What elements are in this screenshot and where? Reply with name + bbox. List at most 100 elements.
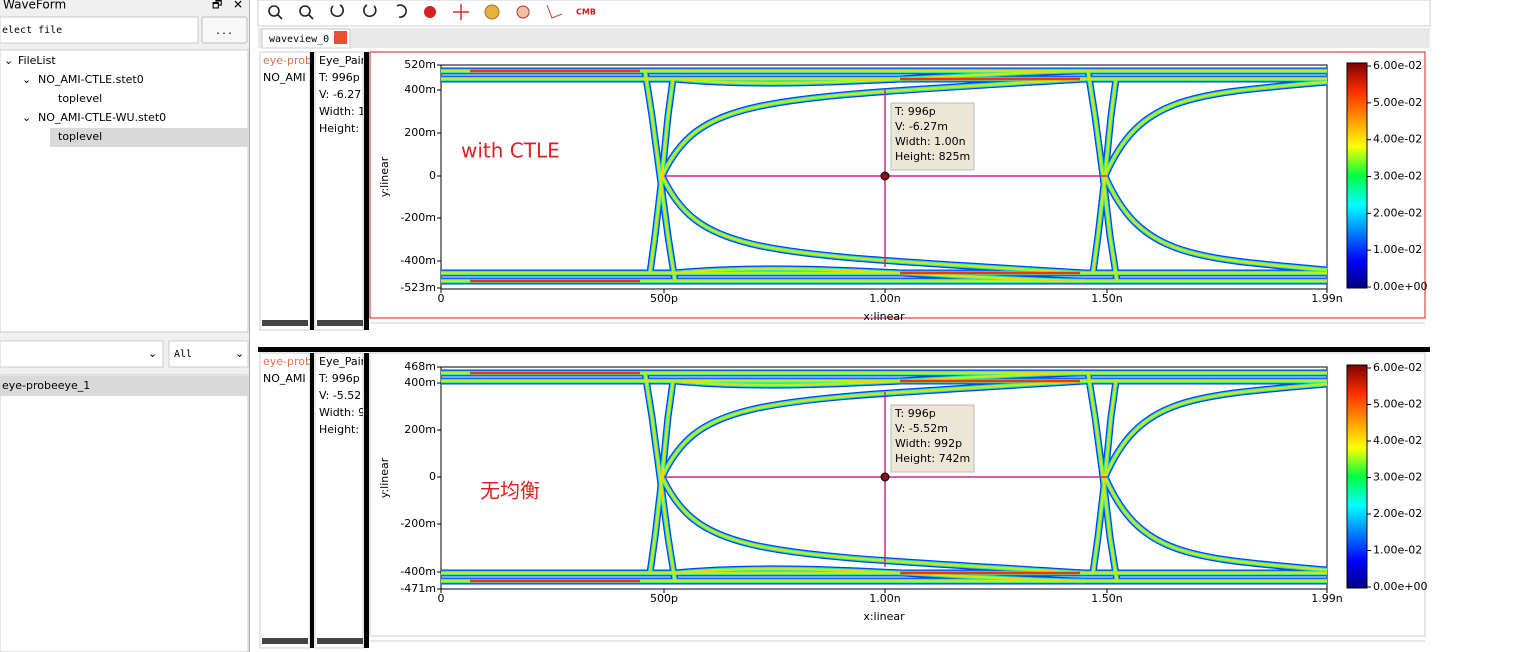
- cmb-button[interactable]: CMB: [576, 8, 596, 17]
- dropdown-arrow: ⌄: [235, 347, 244, 360]
- column-separator: [310, 52, 314, 330]
- scroll-handle: [317, 638, 363, 644]
- tooltip-line: Width: 992p: [895, 437, 962, 450]
- x-tick-label: 1.99n: [1311, 592, 1342, 605]
- tree-file[interactable]: NO_AMI-CTLE.stet0: [38, 73, 144, 86]
- zoom-in[interactable]: [299, 5, 311, 17]
- y-tick-label: -471m: [400, 582, 436, 595]
- plot-icon[interactable]: [546, 4, 563, 19]
- eye-trace: [661, 175, 1086, 274]
- eye-trace: [1104, 175, 1328, 271]
- y-axis-label: y:linear: [378, 156, 391, 197]
- measure-icon[interactable]: [484, 4, 500, 20]
- undo[interactable]: [330, 4, 344, 18]
- info-column: [314, 51, 364, 331]
- y-tick-label: -523m: [400, 281, 436, 294]
- colorbar-label: 3.00e-02: [1373, 170, 1422, 183]
- y-tick-label: 520m: [404, 58, 436, 71]
- cursor-icon[interactable]: [453, 4, 469, 20]
- y-tick-label: -400m: [400, 565, 436, 578]
- tree-child[interactable]: toplevel: [58, 92, 102, 105]
- eye-trace: [1104, 81, 1328, 177]
- tree-file[interactable]: NO_AMI-CTLE-WU.stet0: [38, 111, 166, 124]
- y-tick-label: -400m: [400, 254, 436, 267]
- tooltip: [890, 102, 975, 171]
- file-input[interactable]: [0, 16, 199, 44]
- file-input-placeholder: elect file: [2, 25, 62, 36]
- signal-column: [259, 51, 311, 331]
- y-tick-label: 400m: [404, 376, 436, 389]
- info-v: V: -5.52: [319, 389, 361, 402]
- info-title: Eye_Pair: [319, 355, 366, 368]
- tree-arrow[interactable]: ⌄: [4, 54, 13, 67]
- x-tick-label: 1.00n: [869, 292, 900, 305]
- y-axis-label: y:linear: [378, 457, 391, 498]
- float-icon[interactable]: 🗗: [212, 0, 222, 11]
- y-tick-label: 0: [429, 470, 436, 483]
- tab[interactable]: [261, 28, 351, 49]
- colorbar-label: 1.00e-02: [1373, 243, 1422, 256]
- filter-value: All: [174, 349, 192, 360]
- info-height: Height:: [319, 423, 359, 436]
- colorbar-label: 4.00e-02: [1373, 133, 1422, 146]
- scroll-handle: [317, 320, 363, 326]
- tooltip-line: T: 996p: [894, 407, 936, 420]
- tree-arrow[interactable]: ⌄: [22, 73, 31, 86]
- info-height: Height:: [319, 122, 359, 135]
- clear-icon[interactable]: [424, 6, 436, 18]
- tooltip: [890, 404, 975, 473]
- tooltip-line: T: 996p: [894, 105, 936, 118]
- tooltip-line: Width: 1.00n: [895, 135, 966, 148]
- zoom-out[interactable]: [268, 5, 280, 17]
- colorbar-label: 5.00e-02: [1373, 398, 1422, 411]
- tree-arrow[interactable]: ⌄: [22, 111, 31, 124]
- tab-bar: [258, 28, 1430, 48]
- x-tick-label: 1.50n: [1091, 592, 1122, 605]
- colorbar-label: 5.00e-02: [1373, 96, 1422, 109]
- close-icon[interactable]: ✕: [233, 0, 243, 12]
- colorbar: [1346, 62, 1368, 289]
- tab-label: waveview_0: [269, 34, 329, 45]
- y-tick-label: -200m: [400, 517, 436, 530]
- reset[interactable]: [396, 4, 407, 18]
- dropdown-arrow: ⌄: [148, 347, 157, 360]
- redo[interactable]: [363, 4, 377, 18]
- signal-name: eye-prob: [263, 355, 312, 368]
- y-tick-label: 200m: [404, 423, 436, 436]
- tree-root[interactable]: FileList: [18, 54, 56, 67]
- dropdown[interactable]: [0, 340, 164, 368]
- info-v: V: -6.27: [319, 88, 361, 101]
- tooltip-line: V: -6.27m: [895, 120, 948, 133]
- browse-button[interactable]: [201, 16, 248, 44]
- colorbar-label: 3.00e-02: [1373, 471, 1422, 484]
- tab-close[interactable]: [334, 31, 347, 44]
- cursor-point: [880, 472, 890, 482]
- annotation: 无均衡: [480, 479, 540, 503]
- info-width: Width: 1: [319, 105, 365, 118]
- signal-item[interactable]: eye-probeeye_1: [2, 379, 90, 392]
- x-axis-label: x:linear: [863, 310, 905, 323]
- colorbar-label: 2.00e-02: [1373, 507, 1422, 520]
- y-tick-label: 200m: [404, 126, 436, 139]
- eye-trace: [661, 380, 1086, 478]
- eye-trace: [661, 476, 1086, 574]
- filter-dropdown[interactable]: [168, 340, 249, 368]
- annotation: with CTLE: [461, 139, 560, 163]
- x-tick-label: 500p: [650, 592, 678, 605]
- eye-trace: [1104, 476, 1328, 571]
- eye-trace: [644, 70, 676, 282]
- colorbar-label: 1.00e-02: [1373, 544, 1422, 557]
- delete-icon[interactable]: [516, 5, 530, 19]
- zoom-in-handle: [308, 14, 314, 20]
- sidebar-title: WaveForm: [3, 0, 66, 12]
- cursor-point: [880, 171, 890, 181]
- file-tree: [0, 49, 249, 333]
- x-tick-label: 1.99n: [1311, 292, 1342, 305]
- x-tick-label: 1.50n: [1091, 292, 1122, 305]
- toolbar: [257, 0, 1431, 27]
- y-tick-label: -200m: [400, 211, 436, 224]
- x-tick-label: 500p: [650, 292, 678, 305]
- tree-child[interactable]: toplevel: [58, 130, 102, 143]
- signal-column: [259, 352, 311, 649]
